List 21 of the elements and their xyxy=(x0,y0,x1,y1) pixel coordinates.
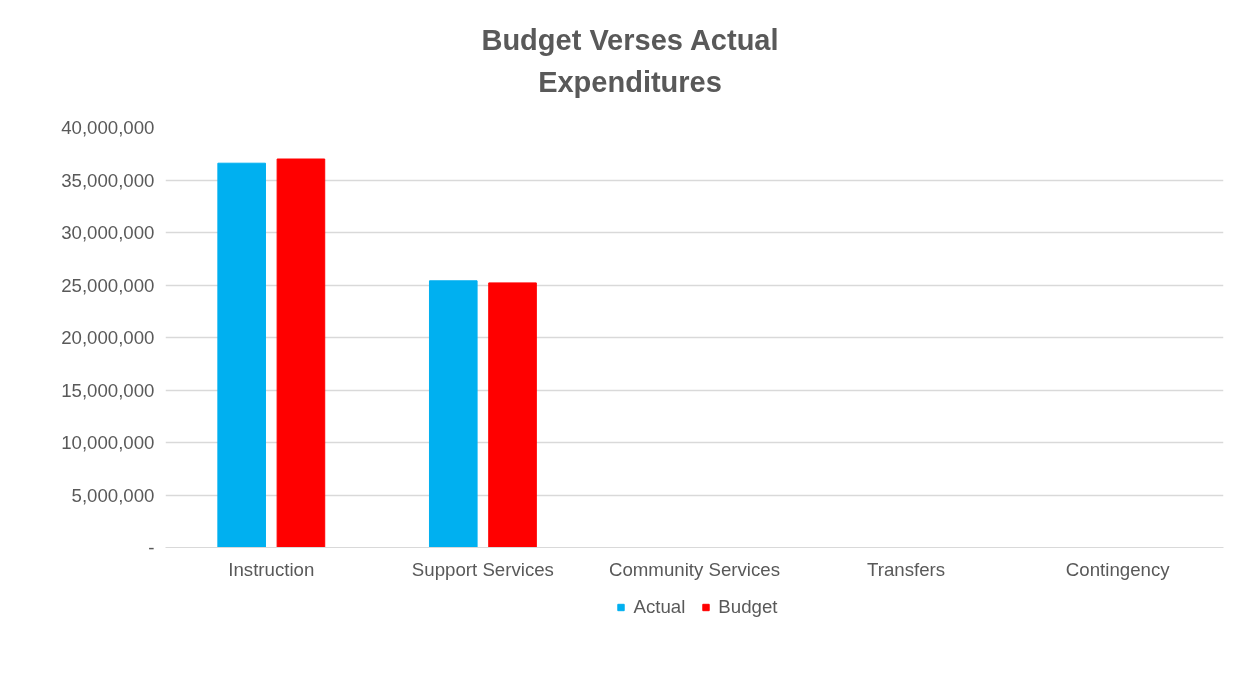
y-tick-label: 10,000,000 xyxy=(61,432,155,453)
y-tick-label: - xyxy=(148,537,155,558)
chart-title: Budget Verses Actual Expenditures xyxy=(481,23,779,101)
x-tick-label: Transfers xyxy=(867,558,946,580)
y-tick-label: 15,000,000 xyxy=(61,379,155,401)
y-tick-label: 40,000,000 xyxy=(61,117,155,138)
x-tick-label: Support Services xyxy=(411,558,554,580)
legend-label: Budget xyxy=(718,596,778,618)
y-tick-label: 30,000,000 xyxy=(61,222,155,243)
x-tick-label: Instruction xyxy=(228,558,315,580)
y-tick-label: 20,000,000 xyxy=(61,327,155,348)
legend-label: Actual xyxy=(633,596,686,618)
bar xyxy=(276,158,326,548)
bar xyxy=(488,282,537,548)
y-tick-label: 5,000,000 xyxy=(71,484,155,506)
bar xyxy=(217,162,266,548)
y-tick-label: 25,000,000 xyxy=(61,274,155,296)
bar xyxy=(428,280,478,548)
x-tick-label: Contingency xyxy=(1065,558,1171,580)
y-tick-label: 35,000,000 xyxy=(61,169,155,191)
x-tick-label: Community Services xyxy=(608,558,781,580)
